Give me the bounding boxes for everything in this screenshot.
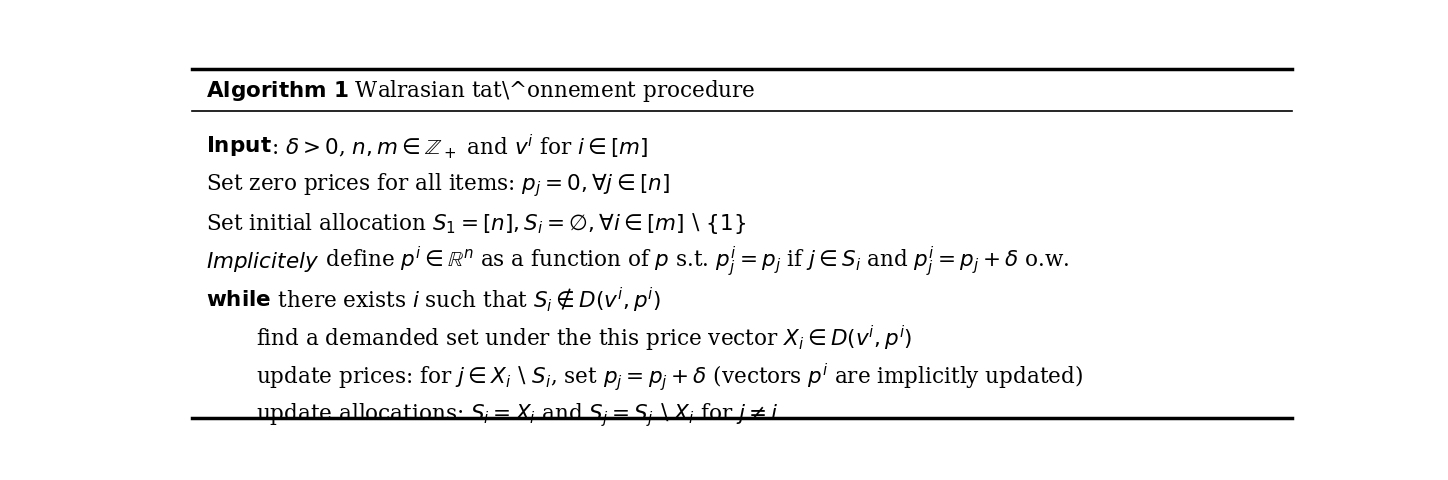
Text: $\mathbf{Algorithm\ 1}$ Walrasian tat\^onnement procedure: $\mathbf{Algorithm\ 1}$ Walrasian tat\^o… (206, 78, 756, 104)
Text: $\mathit{Implicitely}$: $\mathit{Implicitely}$ (206, 250, 319, 274)
Text: find a demanded set under the this price vector $X_i \in D(v^i, p^i)$: find a demanded set under the this price… (256, 324, 912, 354)
Text: Set initial allocation $S_1 = [n], S_i = \emptyset, \forall i \in [m] \setminus : Set initial allocation $S_1 = [n], S_i =… (206, 211, 746, 236)
Text: : $\delta > 0$, $n, m \in \mathbb{Z}_+$ and $v^i$ for $i \in [m]$: : $\delta > 0$, $n, m \in \mathbb{Z}_+$ … (271, 132, 649, 161)
Text: update prices: for $j \in X_i \setminus S_i$, set $p_j = p_j + \delta$ (vectors : update prices: for $j \in X_i \setminus … (256, 361, 1083, 393)
Text: $\mathbf{Input}$: $\mathbf{Input}$ (206, 134, 271, 158)
Text: there exists $i$ such that $S_i \notin D(v^i, p^i)$: there exists $i$ such that $S_i \notin D… (271, 286, 662, 315)
Text: update allocations: $S_i = X_i$ and $S_j = S_j \setminus X_i$ for $j \neq i$: update allocations: $S_i = X_i$ and $S_j… (256, 401, 779, 429)
Text: Set zero prices for all items: $p_j = 0, \forall j \in [n]$: Set zero prices for all items: $p_j = 0,… (206, 171, 669, 199)
Text: $\mathbf{while}$: $\mathbf{while}$ (206, 289, 271, 311)
Text: define $p^i \in \mathbb{R}^n$ as a function of $p$ s.t. $p^i_j = p_j$ if $j \in : define $p^i \in \mathbb{R}^n$ as a funct… (319, 244, 1070, 279)
